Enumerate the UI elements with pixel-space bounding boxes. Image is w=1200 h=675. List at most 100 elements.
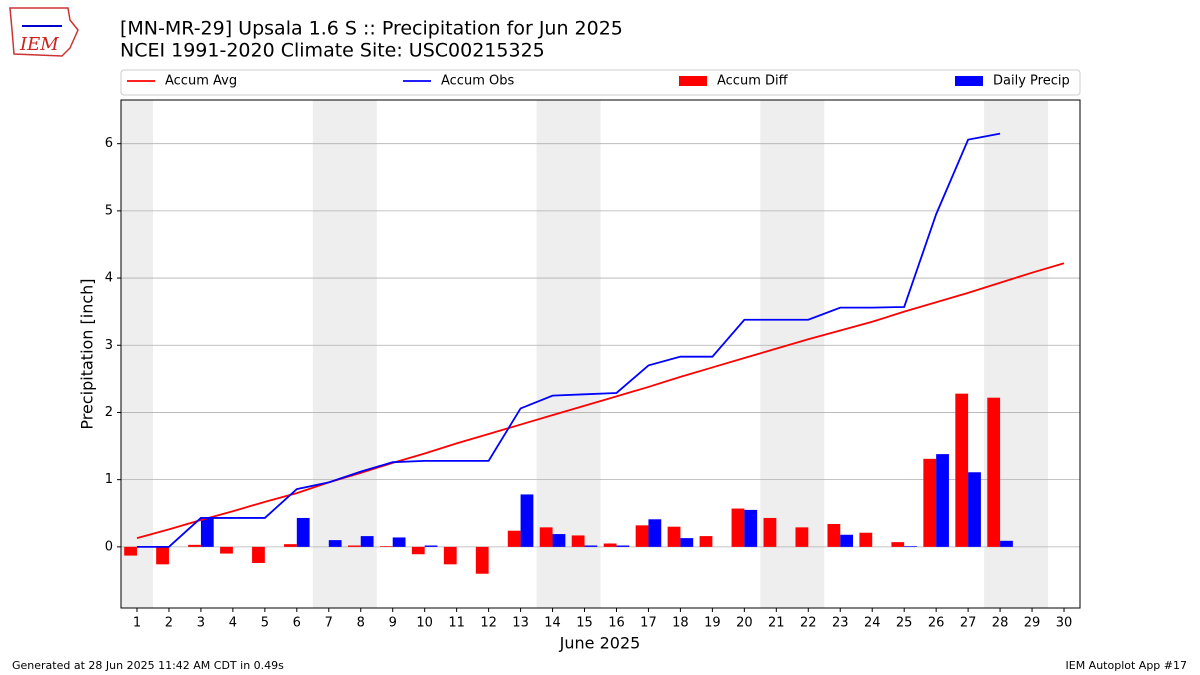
chart-subtitle: NCEI 1991-2020 Climate Site: USC00215325 bbox=[120, 40, 545, 62]
logo: IEM bbox=[9, 7, 79, 57]
bar bbox=[392, 537, 406, 547]
bar bbox=[571, 535, 585, 547]
x-tick-label: 6 bbox=[293, 616, 301, 631]
bar bbox=[200, 517, 214, 547]
x-tick-label: 28 bbox=[992, 616, 1009, 631]
bar bbox=[220, 546, 233, 554]
y-tick-label: 0 bbox=[105, 539, 113, 554]
bar bbox=[584, 545, 598, 547]
y-tick-label: 6 bbox=[105, 136, 113, 151]
bar bbox=[507, 530, 521, 547]
legend-swatch bbox=[679, 76, 707, 86]
footer-right: IEM Autoplot App #17 bbox=[1066, 659, 1188, 672]
bar bbox=[680, 538, 694, 547]
x-tick-label: 25 bbox=[896, 616, 913, 631]
bar bbox=[744, 509, 758, 547]
y-tick-label: 2 bbox=[105, 405, 113, 420]
bar bbox=[616, 545, 630, 547]
bar bbox=[188, 544, 201, 547]
weekend-band bbox=[121, 100, 153, 608]
bar bbox=[648, 519, 662, 547]
bar bbox=[955, 393, 969, 547]
bar bbox=[795, 527, 809, 547]
bar bbox=[424, 545, 438, 547]
bar bbox=[603, 543, 617, 547]
bar bbox=[284, 544, 297, 547]
x-tick-label: 26 bbox=[928, 616, 945, 631]
bar bbox=[539, 527, 553, 547]
bar bbox=[552, 534, 566, 547]
line bbox=[136, 132, 1001, 548]
bar bbox=[411, 546, 425, 555]
x-tick-label: 5 bbox=[261, 616, 269, 631]
bar bbox=[891, 542, 905, 547]
x-tick-label: 20 bbox=[736, 616, 753, 631]
bar bbox=[379, 546, 393, 547]
bar bbox=[763, 517, 777, 547]
x-tick-label: 21 bbox=[768, 616, 785, 631]
bar bbox=[904, 546, 917, 547]
weekend-band bbox=[312, 100, 377, 608]
x-tick-label: 8 bbox=[357, 616, 365, 631]
legend-label: Accum Obs bbox=[441, 74, 514, 89]
x-tick-label: 9 bbox=[389, 616, 397, 631]
x-tick-label: 16 bbox=[608, 616, 625, 631]
bar bbox=[475, 546, 489, 574]
x-tick-label: 11 bbox=[448, 616, 465, 631]
y-tick-label: 4 bbox=[105, 271, 113, 286]
x-tick-label: 14 bbox=[544, 616, 561, 631]
bar bbox=[859, 532, 873, 547]
bar bbox=[968, 472, 981, 547]
x-tick-label: 22 bbox=[800, 616, 817, 631]
legend-frame bbox=[120, 69, 1081, 96]
bar bbox=[923, 458, 937, 547]
x-tick-label: 29 bbox=[1024, 616, 1041, 631]
x-tick-label: 27 bbox=[960, 616, 977, 631]
logo-text: IEM bbox=[19, 34, 59, 55]
x-tick-label: 10 bbox=[416, 616, 433, 631]
x-tick-label: 2 bbox=[165, 616, 173, 631]
x-tick-label: 12 bbox=[480, 616, 497, 631]
bar bbox=[699, 536, 713, 547]
y-tick-label: 5 bbox=[105, 203, 113, 218]
bar bbox=[252, 546, 265, 563]
x-tick-label: 13 bbox=[512, 616, 529, 631]
bar bbox=[443, 546, 457, 565]
bar bbox=[936, 454, 949, 547]
footer-left: Generated at 28 Jun 2025 11:42 AM CDT in… bbox=[12, 659, 284, 672]
bar bbox=[156, 546, 169, 565]
y-tick-label: 3 bbox=[105, 338, 113, 353]
x-tick-label: 3 bbox=[197, 616, 205, 631]
y-tick-label: 1 bbox=[105, 472, 113, 487]
bar bbox=[667, 526, 681, 547]
bar bbox=[296, 517, 310, 547]
chart-title: [MN-MR-29] Upsala 1.6 S :: Precipitation… bbox=[120, 18, 623, 40]
plot-frame bbox=[120, 99, 1081, 609]
x-tick-label: 18 bbox=[672, 616, 689, 631]
x-tick-label: 23 bbox=[832, 616, 849, 631]
legend-label: Accum Avg bbox=[165, 74, 237, 89]
legend-label: Accum Diff bbox=[717, 74, 789, 89]
x-tick-label: 17 bbox=[640, 616, 657, 631]
bar bbox=[840, 534, 854, 547]
bar bbox=[124, 546, 137, 556]
y-axis-label: Precipitation [inch] bbox=[78, 278, 97, 429]
bar bbox=[987, 397, 1001, 547]
legend-label: Daily Precip bbox=[993, 74, 1070, 89]
bar bbox=[360, 536, 374, 547]
bar bbox=[731, 508, 745, 547]
x-tick-label: 1 bbox=[133, 616, 141, 631]
x-tick-label: 19 bbox=[704, 616, 721, 631]
x-tick-label: 7 bbox=[325, 616, 333, 631]
x-tick-label: 4 bbox=[229, 616, 237, 631]
bar bbox=[827, 524, 841, 547]
bar bbox=[520, 494, 534, 547]
bar bbox=[635, 525, 649, 547]
weekend-band bbox=[536, 100, 601, 608]
bar bbox=[328, 540, 342, 547]
x-tick-label: 24 bbox=[864, 616, 881, 631]
bar bbox=[347, 545, 361, 547]
x-tick-label: 15 bbox=[576, 616, 593, 631]
legend-swatch bbox=[955, 76, 983, 86]
